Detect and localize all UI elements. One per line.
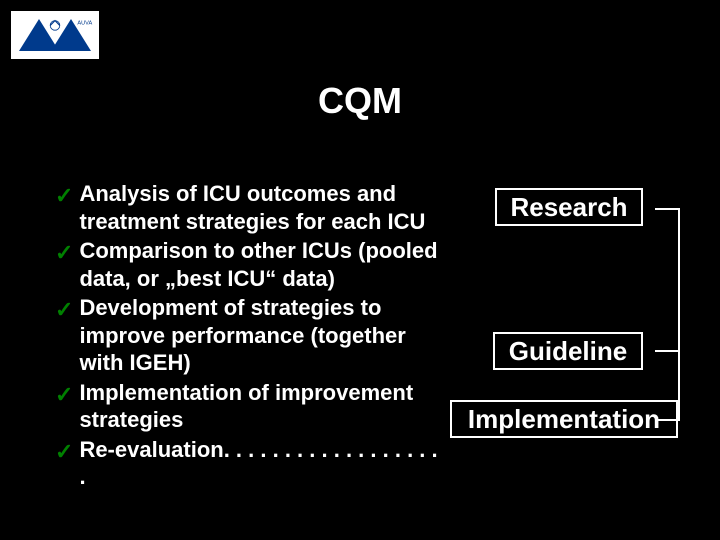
check-icon: ✓ (55, 438, 73, 466)
check-icon: ✓ (55, 182, 73, 210)
logo: AUVA (10, 10, 100, 60)
connector-segment (655, 350, 680, 352)
box-research: Research (495, 188, 643, 226)
bullet-text: Analysis of ICU outcomes and treatment s… (79, 180, 440, 235)
logo-mark: AUVA (15, 15, 95, 55)
list-item: ✓ Analysis of ICU outcomes and treatment… (55, 180, 440, 235)
bullet-text: Re-evaluation. . . . . . . . . . . . . .… (79, 436, 440, 491)
connector-segment (678, 208, 680, 421)
slide-title: CQM (0, 80, 720, 122)
check-icon: ✓ (55, 239, 73, 267)
list-item: ✓ Re-evaluation. . . . . . . . . . . . .… (55, 436, 440, 491)
list-item: ✓ Comparison to other ICUs (pooled data,… (55, 237, 440, 292)
check-icon: ✓ (55, 381, 73, 409)
bullet-list: ✓ Analysis of ICU outcomes and treatment… (55, 180, 440, 493)
connector-segment (655, 208, 680, 210)
connector-segment (655, 419, 680, 421)
bullet-text: Development of strategies to improve per… (79, 294, 440, 377)
bullet-text: Implementation of improvement strategies (79, 379, 440, 434)
list-item: ✓ Implementation of improvement strategi… (55, 379, 440, 434)
bullet-text: Comparison to other ICUs (pooled data, o… (79, 237, 440, 292)
list-item: ✓ Development of strategies to improve p… (55, 294, 440, 377)
check-icon: ✓ (55, 296, 73, 324)
box-implementation: Implementation (450, 400, 678, 438)
logo-label: AUVA (77, 21, 92, 27)
box-guideline: Guideline (493, 332, 643, 370)
